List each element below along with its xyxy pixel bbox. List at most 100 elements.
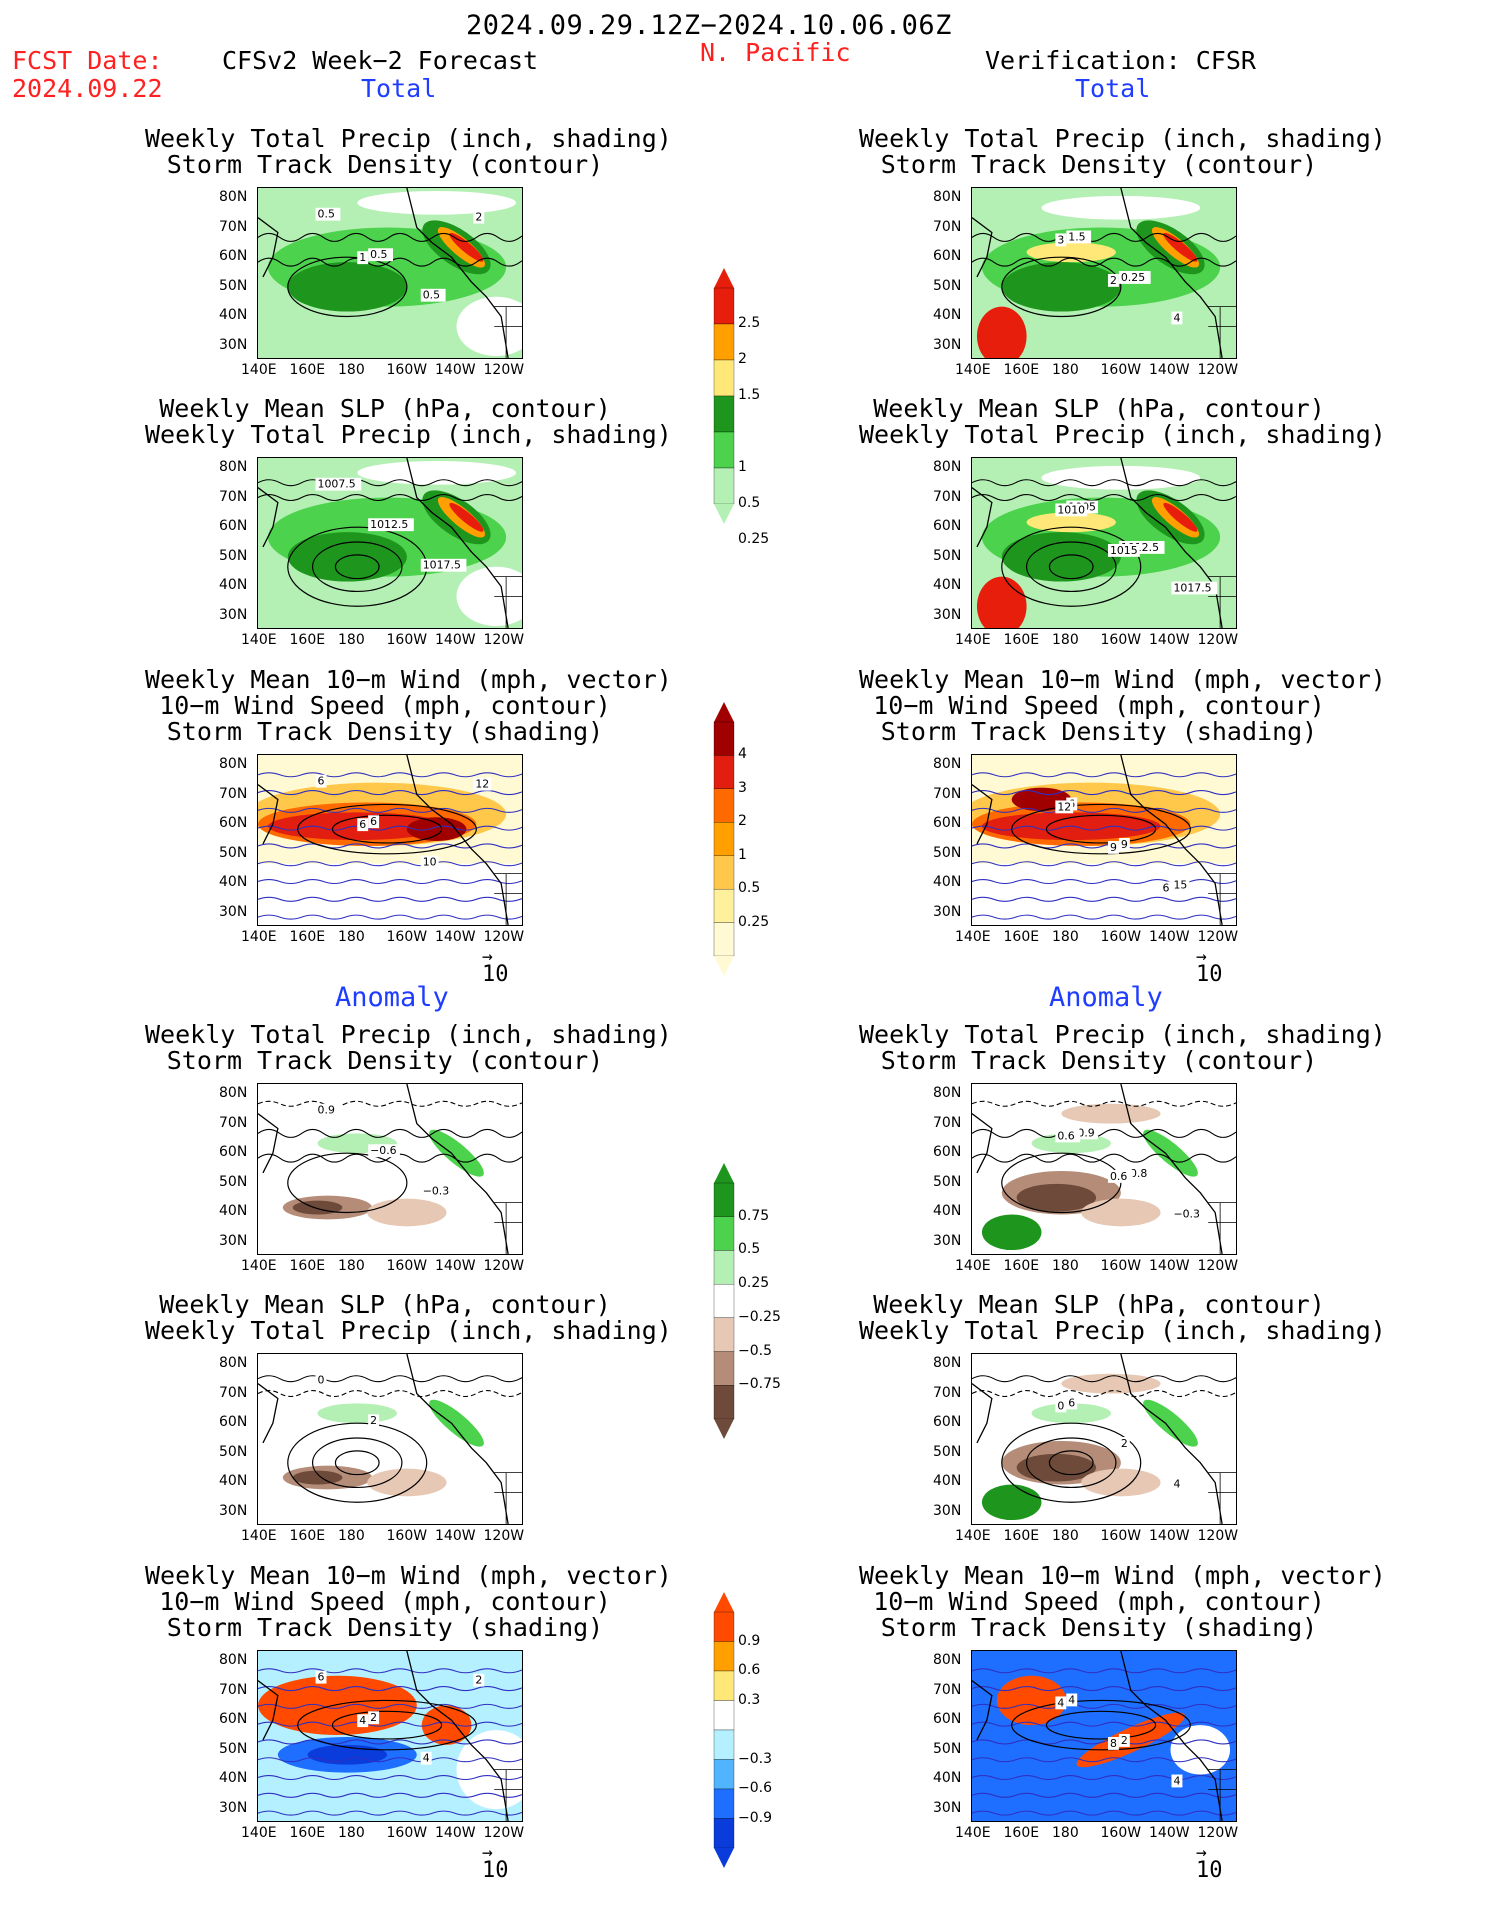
shading-blob	[287, 532, 407, 582]
contour-line	[972, 825, 1236, 831]
contour-label-bg	[420, 288, 446, 302]
contour-label: 4	[1068, 1693, 1075, 1706]
panel-title-line: Weekly Total Precip (inch, shading)	[145, 1020, 672, 1049]
lon-tick-label: 140E	[955, 929, 991, 945]
shading-blob	[406, 817, 467, 841]
lon-tick-label: 140E	[241, 1825, 277, 1841]
contour-line	[258, 896, 522, 902]
colorbar-label: 1	[738, 846, 747, 863]
contour-label: −0.3	[423, 1185, 450, 1198]
colorbar-swatch	[713, 395, 735, 433]
contour-label-bg	[1118, 1437, 1130, 1450]
contour-label: 6	[370, 815, 377, 828]
shading-blob	[421, 1705, 472, 1745]
contour-label: 2	[1121, 1734, 1128, 1747]
lat-tick-label: 30N	[933, 904, 962, 920]
contour-line	[287, 1152, 408, 1214]
shading-blob	[1143, 1129, 1198, 1177]
state-borders	[494, 1472, 522, 1524]
lon-tick-label: 160W	[386, 1528, 428, 1544]
state-borders	[1208, 1472, 1236, 1524]
map-plot: 1.5 0.25 4 3 2	[972, 188, 1236, 358]
lon-tick-label: 180	[1052, 1258, 1079, 1274]
contour-label: 2	[475, 211, 482, 224]
lon-tick-label: 180	[1052, 1528, 1079, 1544]
lon-tick-label: 140W	[435, 362, 476, 378]
lat-tick-label: 80N	[219, 756, 248, 772]
colorbar-swatch	[713, 1788, 735, 1819]
lon-tick-label: 140E	[955, 1528, 991, 1544]
contour-label: 3	[1057, 233, 1064, 246]
lon-tick-label: 180	[338, 929, 365, 945]
panel-title-line: Storm Track Density (contour)	[880, 150, 1318, 179]
coastline	[972, 217, 993, 278]
shading-blob	[1163, 502, 1198, 532]
lat-tick-label: 60N	[933, 1144, 962, 1161]
contour-line	[972, 772, 1236, 778]
fcst-date: 2024.09.22	[12, 74, 163, 103]
shading-blob	[1016, 1183, 1097, 1212]
lon-tick-label: 120W	[1197, 929, 1239, 945]
colorbar-cap	[714, 1848, 734, 1868]
lon-tick-label: 140W	[1149, 1825, 1190, 1841]
state-borders	[1208, 306, 1236, 358]
lat-tick-label: 70N	[219, 785, 248, 802]
coastline	[1120, 755, 1223, 925]
shading-blob	[1061, 1373, 1161, 1394]
colorbar-swatch	[713, 1729, 735, 1760]
panel-title-line: Weekly Mean 10−m Wind (mph, vector)	[145, 665, 672, 694]
lat-tick-label: 30N	[219, 607, 248, 623]
lat-tick-label: 70N	[933, 218, 962, 235]
panel-title-line: Weekly Total Precip (inch, shading)	[145, 124, 672, 153]
lon-tick-label: 120W	[483, 362, 525, 378]
map-plot: −0.9−0.8−0.30.60.6	[972, 1084, 1236, 1254]
colorbar-swatch	[713, 1611, 735, 1642]
vector-reference: → 10	[1196, 946, 1223, 988]
contour-label-bg	[368, 815, 380, 829]
colorbar-cap	[714, 1592, 734, 1612]
storm-total-colorbar	[713, 702, 735, 980]
contour-label: 1010	[1057, 503, 1085, 516]
state-borders	[494, 306, 522, 358]
lon-tick-label: 160E	[1003, 929, 1040, 945]
state-borders	[494, 576, 522, 628]
colorbar-swatch	[713, 822, 735, 856]
lon-tick-label: 140E	[241, 1258, 277, 1274]
lat-tick-label: 70N	[219, 218, 248, 235]
contour-label: 0.6	[1110, 1170, 1127, 1183]
panel-title-line: Storm Track Density (contour)	[166, 1046, 604, 1075]
lon-tick-label: 120W	[1197, 1825, 1239, 1841]
lon-tick-label: 160W	[1100, 632, 1142, 648]
colorbar-label: 0.75	[738, 1207, 770, 1224]
colorbar-label: 0.5	[738, 880, 761, 897]
shading-blob	[1081, 1198, 1161, 1227]
shading-blob	[976, 306, 1027, 358]
coastline	[258, 487, 279, 548]
contour-label: 2	[1121, 1437, 1128, 1450]
colorbar-cap	[714, 1163, 734, 1183]
contour-line	[258, 1375, 522, 1383]
fc-precip-total-map: 0.5 0.5 0.5 2 1	[257, 187, 523, 359]
contour-label-bg	[315, 1103, 341, 1117]
colorbar-swatch	[713, 1182, 735, 1217]
contour-label-bg	[1066, 1396, 1078, 1410]
contour-label-bg	[1107, 543, 1140, 557]
colorbar-swatch	[713, 1216, 735, 1251]
contour-line	[972, 790, 1236, 796]
contour-line	[972, 807, 1236, 813]
contour-label-bg	[1118, 271, 1151, 284]
panel-title-line: Storm Track Density (shading)	[166, 1613, 604, 1642]
contour-label: 0.25	[1121, 271, 1145, 284]
contour-label: 2	[1110, 274, 1117, 287]
lat-tick-label: 40N	[219, 577, 248, 594]
lat-tick-label: 40N	[933, 307, 962, 324]
contour-label-bg	[368, 1711, 380, 1725]
contour-label-bg	[1055, 233, 1067, 247]
contour-line	[972, 1153, 1236, 1163]
contour-label-bg	[1118, 1734, 1130, 1747]
shading-blob	[1061, 1103, 1161, 1124]
lon-tick-label: 180	[1052, 1825, 1079, 1841]
contour-line	[258, 1703, 522, 1709]
